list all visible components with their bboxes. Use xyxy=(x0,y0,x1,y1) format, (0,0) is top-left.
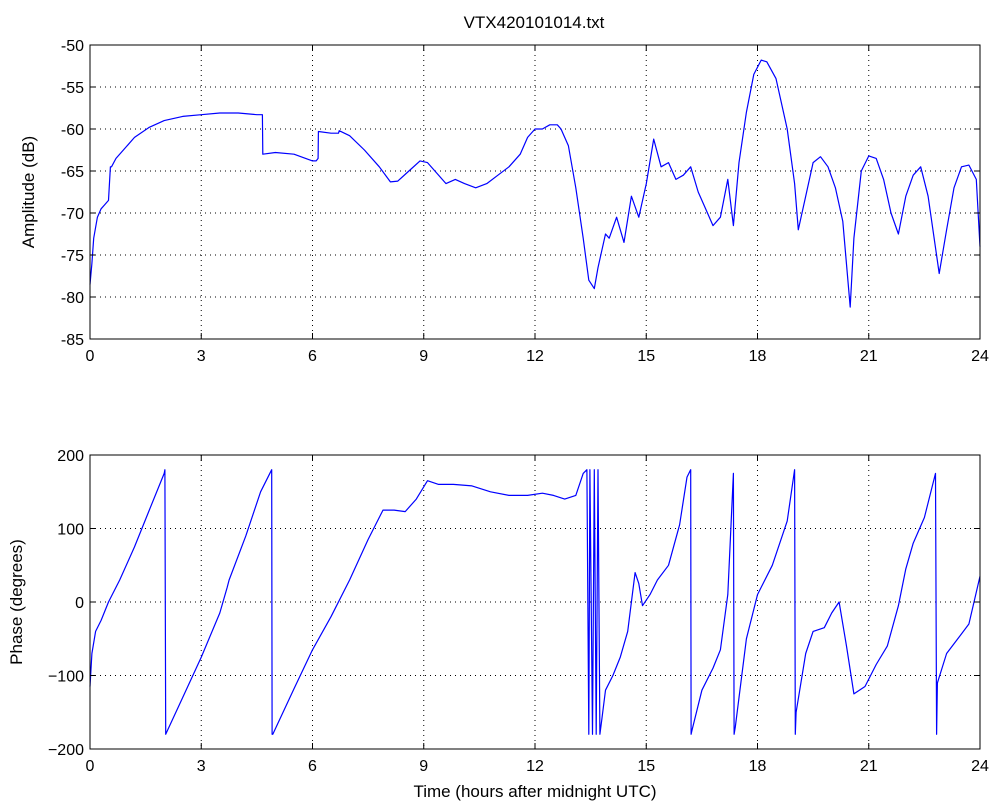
amplitude-y-tick-label: -85 xyxy=(61,332,84,349)
phase-x-tick-label: 0 xyxy=(86,758,95,775)
phase-x-axis-label: Time (hours after midnight UTC) xyxy=(413,782,656,801)
phase-y-tick-label: −100 xyxy=(48,669,84,686)
amplitude-y-tick-label: -50 xyxy=(61,38,84,55)
amplitude-y-tick-label: -70 xyxy=(61,206,84,223)
phase-x-tick-label: 3 xyxy=(197,758,206,775)
phase-y-tick-label: 200 xyxy=(57,448,84,465)
amplitude-x-tick-label: 0 xyxy=(86,348,95,365)
amplitude-panel: 0 3 6 9 12 15 18 21 24 -85 -80 -75 -70 -65 -60 -55 -50 Am… xyxy=(19,38,989,365)
amplitude-x-tick-label: 12 xyxy=(526,348,544,365)
amplitude-x-tick-label: 21 xyxy=(860,348,878,365)
amplitude-x-tick-label: 3 xyxy=(197,348,206,365)
phase-y-tick-label: 100 xyxy=(57,522,84,539)
amplitude-y-tick-label: -75 xyxy=(61,248,84,265)
phase-series-line xyxy=(89,469,981,735)
amplitude-x-tick-label: 18 xyxy=(749,348,767,365)
amplitude-series-line xyxy=(89,59,981,308)
phase-x-tick-label: 9 xyxy=(419,758,428,775)
phase-x-tick-label: 18 xyxy=(749,758,767,775)
amplitude-plot-area xyxy=(90,45,980,339)
phase-x-tick-label: 24 xyxy=(971,758,989,775)
amplitude-y-tick-label: -60 xyxy=(61,122,84,139)
phase-x-tick-label: 6 xyxy=(308,758,317,775)
amplitude-y-axis-label: Amplitude (dB) xyxy=(19,136,38,248)
amplitude-x-tick-label: 6 xyxy=(308,348,317,365)
chart-title: VTX420101014.txt xyxy=(464,13,605,32)
amplitude-y-tick-label: -55 xyxy=(61,80,84,97)
amplitude-x-tick-label: 9 xyxy=(419,348,428,365)
phase-panel: 0 3 6 9 12 15 18 21 24 −200 −100 0 100 200 Phase (degr… xyxy=(7,448,989,801)
phase-y-axis-label: Phase (degrees) xyxy=(7,539,26,665)
amplitude-y-tick-label: -65 xyxy=(61,164,84,181)
amplitude-x-tick-label: 24 xyxy=(971,348,989,365)
amplitude-y-tick-label: -80 xyxy=(61,290,84,307)
phase-y-tick-label: −200 xyxy=(48,742,84,759)
phase-x-tick-label: 15 xyxy=(637,758,655,775)
phase-x-tick-label: 21 xyxy=(860,758,878,775)
phase-x-tick-label: 12 xyxy=(526,758,544,775)
amplitude-x-tick-label: 15 xyxy=(637,348,655,365)
phase-y-tick-label: 0 xyxy=(75,595,84,612)
